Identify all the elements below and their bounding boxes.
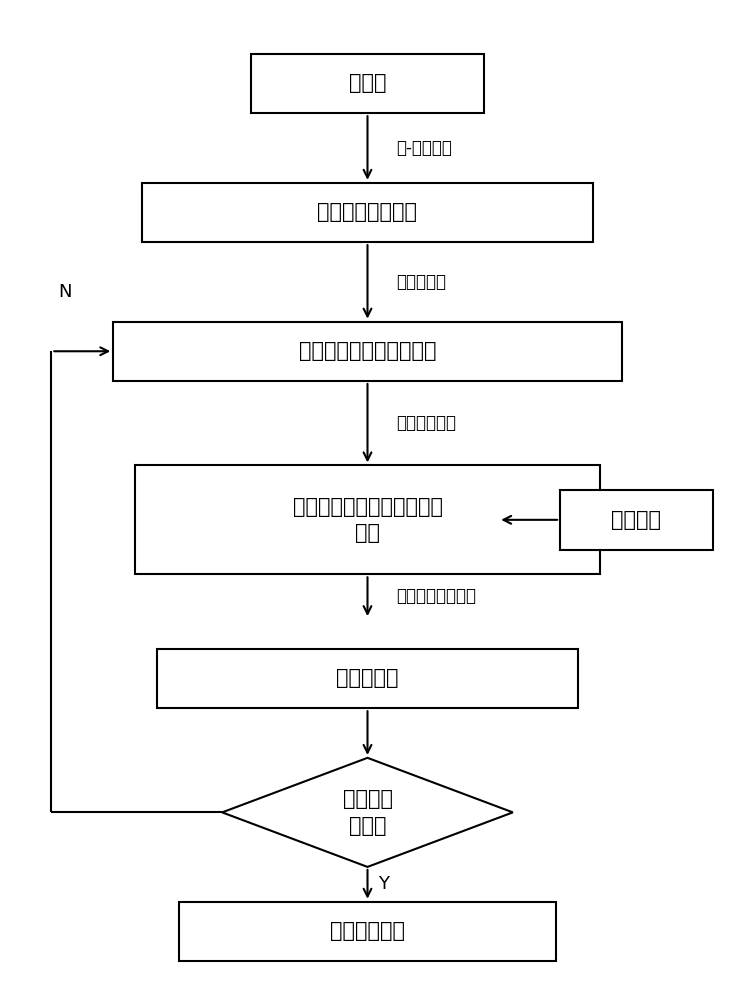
Text: 单体同轴轴向层叠式装夹: 单体同轴轴向层叠式装夹 — [298, 341, 437, 361]
Polygon shape — [222, 758, 513, 867]
Text: 大型薄壁环件: 大型薄壁环件 — [330, 921, 405, 941]
Text: 金属锊: 金属锊 — [348, 73, 387, 93]
Text: 待焊工件搅拌摩擦焊接增材
成形: 待焊工件搅拌摩擦焊接增材 成形 — [293, 497, 442, 543]
Text: 接合面清理: 接合面清理 — [397, 273, 447, 291]
Text: 径-轴向热轧: 径-轴向热轧 — [397, 139, 453, 157]
FancyBboxPatch shape — [157, 649, 578, 708]
Text: 焊接线材填充匙孔: 焊接线材填充匙孔 — [397, 587, 476, 605]
FancyBboxPatch shape — [143, 183, 592, 242]
FancyBboxPatch shape — [179, 902, 556, 961]
FancyBboxPatch shape — [560, 490, 713, 550]
Text: N: N — [59, 283, 72, 301]
FancyBboxPatch shape — [113, 322, 622, 381]
Text: 焊接线材预热: 焊接线材预热 — [397, 414, 456, 432]
Text: 搅拌头抜出: 搅拌头抜出 — [336, 668, 399, 688]
Text: 是否完成
加工？: 是否完成 加工？ — [343, 789, 392, 836]
FancyBboxPatch shape — [251, 54, 484, 113]
Text: 微锻处理: 微锻处理 — [612, 510, 662, 530]
Text: 片状薄壁环件单体: 片状薄壁环件单体 — [318, 202, 417, 222]
Text: Y: Y — [379, 875, 390, 893]
FancyBboxPatch shape — [135, 465, 600, 574]
